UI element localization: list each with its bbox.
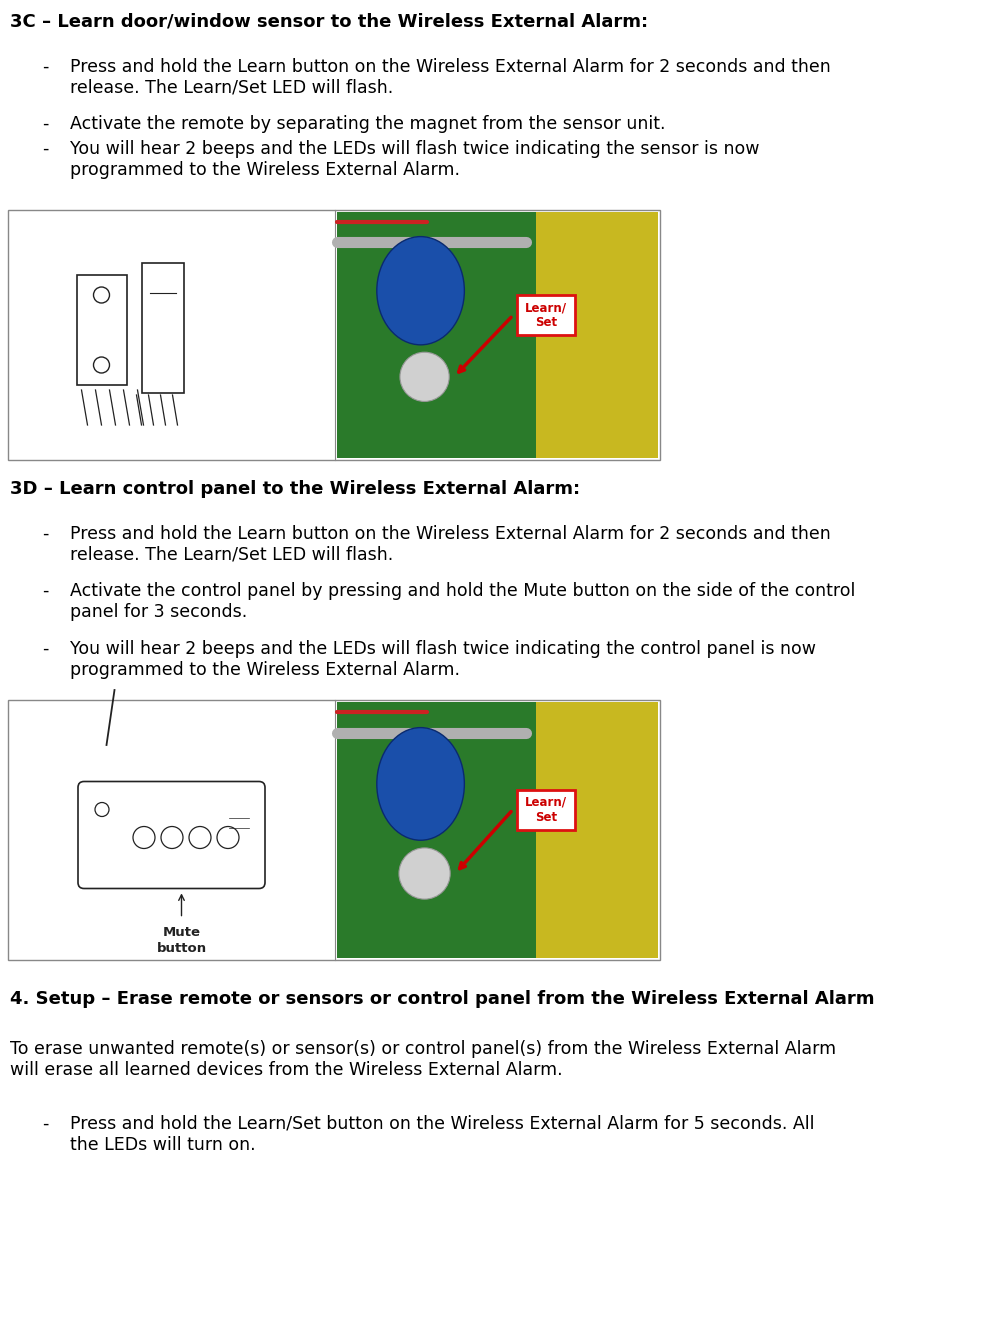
Text: -: - [42,640,48,658]
Text: Press and hold the Learn button on the Wireless External Alarm for 2 seconds and: Press and hold the Learn button on the W… [70,58,830,97]
Text: 3C – Learn door/window sensor to the Wireless External Alarm:: 3C – Learn door/window sensor to the Wir… [10,12,648,30]
Bar [337,212,536,457]
Text: Mute
button: Mute button [156,927,207,954]
Text: -: - [42,140,48,159]
Bar [77,275,127,385]
Text: You will hear 2 beeps and the LEDs will flash twice indicating the control panel: You will hear 2 beeps and the LEDs will … [70,640,816,678]
Text: You will hear 2 beeps and the LEDs will flash twice indicating the sensor is now: You will hear 2 beeps and the LEDs will … [70,140,760,178]
Bar [517,789,575,829]
Bar [536,702,658,958]
Ellipse shape [377,237,464,345]
Text: Learn/
Set: Learn/ Set [525,796,567,824]
Text: -: - [42,582,48,600]
Text: -: - [42,115,48,134]
Bar [517,295,575,336]
Text: Press and hold the Learn button on the Wireless External Alarm for 2 seconds and: Press and hold the Learn button on the W… [70,525,830,563]
Ellipse shape [377,727,464,841]
Bar [536,212,658,457]
Bar [8,210,660,460]
Bar [142,263,183,393]
Text: 3D – Learn control panel to the Wireless External Alarm:: 3D – Learn control panel to the Wireless… [10,480,581,498]
Text: Learn/
Set: Learn/ Set [525,301,567,329]
Text: Activate the remote by separating the magnet from the sensor unit.: Activate the remote by separating the ma… [70,115,665,134]
Text: -: - [42,58,48,75]
Text: Activate the control panel by pressing and hold the Mute button on the side of t: Activate the control panel by pressing a… [70,582,855,621]
Text: 4. Setup – Erase remote or sensors or control panel from the Wireless External A: 4. Setup – Erase remote or sensors or co… [10,990,875,1007]
Text: Press and hold the Learn/Set button on the Wireless External Alarm for 5 seconds: Press and hold the Learn/Set button on t… [70,1114,815,1154]
Text: -: - [42,1114,48,1133]
Circle shape [399,847,450,899]
Circle shape [400,352,449,402]
Bar [337,702,536,958]
Bar [8,701,660,960]
Text: -: - [42,525,48,543]
Text: To erase unwanted remote(s) or sensor(s) or control panel(s) from the Wireless E: To erase unwanted remote(s) or sensor(s)… [10,1040,836,1079]
